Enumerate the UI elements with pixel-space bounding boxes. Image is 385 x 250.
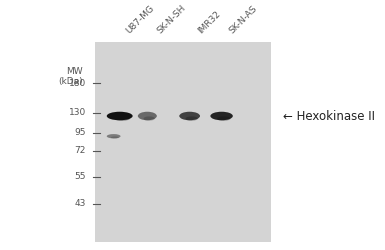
Ellipse shape	[186, 116, 198, 121]
Text: 43: 43	[75, 199, 86, 208]
Ellipse shape	[144, 116, 155, 121]
Text: SK-N-AS: SK-N-AS	[228, 4, 259, 35]
FancyBboxPatch shape	[95, 42, 271, 242]
Text: MW
(kDa): MW (kDa)	[58, 66, 82, 86]
Text: 55: 55	[75, 172, 86, 181]
Text: 180: 180	[69, 79, 86, 88]
Ellipse shape	[179, 112, 200, 120]
Text: 130: 130	[69, 108, 86, 117]
Text: ← Hexokinase II: ← Hexokinase II	[283, 110, 375, 122]
Ellipse shape	[107, 112, 133, 120]
Ellipse shape	[107, 134, 121, 138]
Text: 95: 95	[75, 128, 86, 137]
Ellipse shape	[114, 116, 130, 121]
Text: U87-MG: U87-MG	[124, 3, 156, 35]
Ellipse shape	[138, 112, 157, 120]
Ellipse shape	[217, 116, 231, 121]
Text: IMR32: IMR32	[197, 9, 223, 35]
Ellipse shape	[210, 112, 233, 120]
Text: 72: 72	[75, 146, 86, 155]
Text: SK-N-SH: SK-N-SH	[155, 3, 187, 35]
Ellipse shape	[111, 136, 119, 138]
